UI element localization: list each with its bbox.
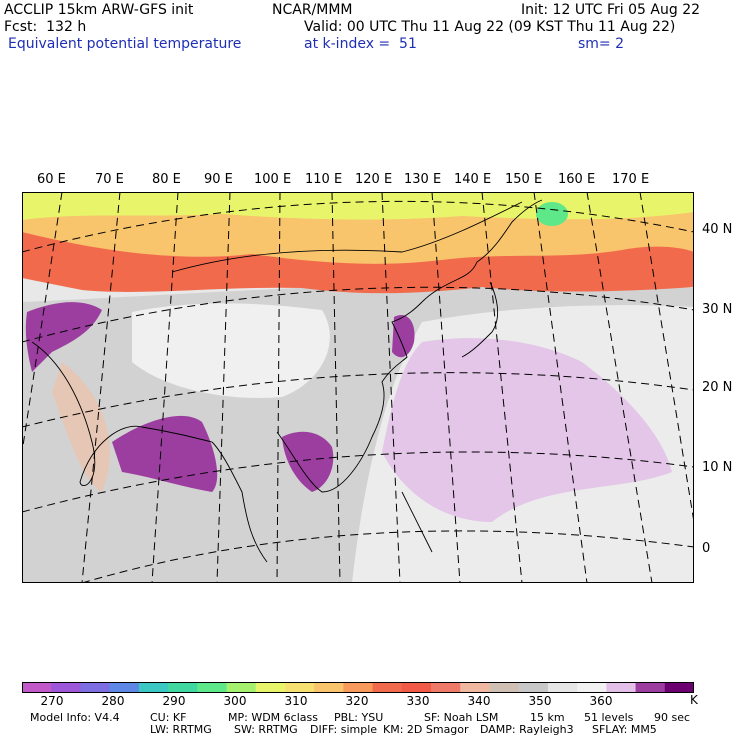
init-time: Init: 12 UTC Fri 05 Aug 22 — [521, 2, 701, 18]
org-label: NCAR/MMM — [272, 2, 353, 18]
colorbar-swatch — [314, 682, 344, 693]
colorbar — [22, 682, 694, 693]
smoothing-label: sm= 2 — [578, 36, 625, 52]
lon-label: 90 E — [204, 172, 233, 187]
footer-sflay: SFLAY: MM5 — [592, 723, 657, 736]
lon-label: 170 E — [612, 172, 650, 187]
field-region-bay-of-bengal — [112, 415, 218, 492]
field-region-310 — [22, 192, 694, 220]
colorbar-swatch — [664, 682, 694, 693]
colorbar-tick-label: 360 — [589, 694, 613, 708]
colorbar-swatch — [489, 682, 520, 693]
field-name: Equivalent potential temperature — [8, 36, 242, 52]
colorbar-swatch — [547, 682, 578, 693]
graticule — [22, 192, 694, 583]
colorbar-swatch — [80, 682, 111, 693]
footer-lw: LW: RRTMG — [150, 723, 212, 736]
colorbar-swatch — [343, 682, 374, 693]
equivalent-potential-temperature-map — [22, 192, 694, 583]
footer-levels: 51 levels — [584, 711, 634, 724]
field-region-india — [52, 362, 110, 492]
footer-sw: SW: RRTMG — [234, 723, 298, 736]
footer-model-info: Model Info: V4.4 — [30, 711, 120, 724]
map-frame — [22, 192, 694, 583]
lat-label: 40 N — [702, 222, 733, 237]
colorbar-swatch — [22, 682, 52, 693]
field-region-yellow-sea — [392, 314, 415, 358]
forecast-hour: Fcst: 132 h — [4, 19, 87, 35]
lat-label: 30 N — [702, 302, 733, 317]
footer-mp: MP: WDM 6class — [228, 711, 318, 724]
colorbar-swatch — [109, 682, 140, 693]
lat-label: 0 — [702, 541, 711, 556]
coastlines — [31, 199, 543, 563]
footer-damp: DAMP: Rayleigh3 — [480, 723, 574, 736]
colorbar-swatch — [168, 682, 198, 693]
lon-label: 130 E — [404, 172, 442, 187]
lon-label: 150 E — [505, 172, 543, 187]
colorbar-unit: K — [690, 693, 698, 707]
colorbar-swatch — [51, 682, 81, 693]
field-region-330 — [22, 232, 694, 294]
footer-sf: SF: Noah LSM — [424, 711, 499, 724]
lat-label: 10 N — [702, 460, 733, 475]
colorbar-tick-label: 270 — [40, 694, 64, 708]
model-title: ACCLIP 15km ARW-GFS init — [4, 2, 194, 18]
colorbar-tick-label: 330 — [406, 694, 430, 708]
footer-pbl: PBL: YSU — [334, 711, 384, 724]
colorbar-swatch — [284, 682, 315, 693]
field-region-300 — [536, 202, 568, 226]
colorbar-swatch — [401, 682, 432, 693]
field-region-arabian — [25, 302, 102, 372]
level-label: at k-index = 51 — [304, 36, 417, 52]
colorbar-tick-label: 310 — [284, 694, 308, 708]
lon-label: 70 E — [95, 172, 124, 187]
lat-label: 20 N — [702, 380, 733, 395]
colorbar-tick-label: 280 — [101, 694, 125, 708]
valid-time: Valid: 00 UTC Thu 11 Aug 22 (09 KST Thu … — [304, 19, 676, 35]
colorbar-swatch — [372, 682, 403, 693]
field-region-370 — [382, 338, 672, 522]
lon-label: 60 E — [37, 172, 66, 187]
colorbar-swatch — [197, 682, 228, 693]
colorbar-frame — [22, 682, 694, 693]
colorbar-swatch — [138, 682, 169, 693]
colorbar-swatch — [577, 682, 607, 693]
colorbar-tick-label: 350 — [528, 694, 552, 708]
footer-cu: CU: KF — [150, 711, 187, 724]
colorbar-swatch — [460, 682, 490, 693]
footer-km: KM: 2D Smagor — [383, 723, 469, 736]
field-region-south-china-sea — [282, 431, 334, 492]
colorbar-tick-label: 290 — [162, 694, 186, 708]
lon-label: 120 E — [355, 172, 393, 187]
footer-resolution: 15 km — [530, 711, 565, 724]
colorbar-swatch — [606, 682, 637, 693]
lon-label: 80 E — [152, 172, 181, 187]
footer-diff: DIFF: simple — [310, 723, 378, 736]
lon-label: 140 E — [454, 172, 492, 187]
colorbar-tick-label: 300 — [223, 694, 247, 708]
colorbar-swatch — [518, 682, 549, 693]
lon-label: 100 E — [254, 172, 292, 187]
colorbar-swatch — [431, 682, 461, 693]
colorbar-swatch — [255, 682, 286, 693]
field-region-tibet — [132, 303, 330, 398]
colorbar-swatch — [635, 682, 666, 693]
lon-label: 160 E — [558, 172, 596, 187]
lon-label: 110 E — [305, 172, 343, 187]
footer-timestep: 90 sec — [654, 711, 691, 724]
colorbar-tick-label: 320 — [345, 694, 369, 708]
colorbar-tick-label: 340 — [467, 694, 491, 708]
colorbar-swatch — [226, 682, 257, 693]
